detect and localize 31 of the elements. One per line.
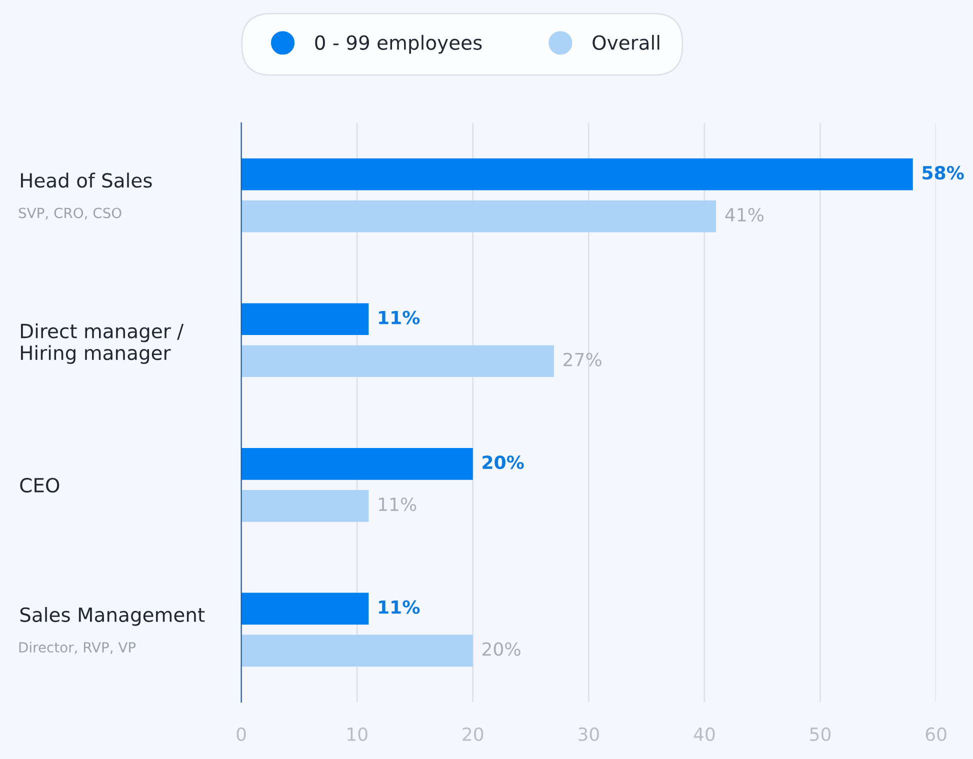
bar	[241, 448, 473, 480]
data-label: 11%	[379, 310, 420, 324]
y-tick-label: Sales Management	[20, 607, 205, 626]
bar	[241, 200, 716, 232]
x-tick-label: 50	[810, 727, 831, 742]
y-tick-label: CEO	[20, 478, 60, 493]
data-label: 20%	[482, 455, 524, 470]
bar	[241, 592, 369, 625]
x-tick-label: 10	[348, 727, 368, 742]
x-tick-label: 60	[926, 727, 946, 742]
data-label: 41%	[725, 208, 764, 222]
data-label: 11%	[378, 497, 416, 512]
data-label: 20%	[482, 642, 520, 656]
bar	[241, 345, 554, 378]
bar	[241, 490, 369, 522]
bar	[241, 634, 473, 667]
data-label: 11%	[379, 600, 420, 614]
text: Director, RVP, VP	[19, 642, 136, 654]
data-label: 58%	[922, 166, 964, 180]
x-tick-label: 30	[578, 727, 599, 742]
legend-label: 0 - 99 employees	[315, 34, 482, 54]
x-tick-label: 0	[236, 727, 246, 742]
y-tick-label: Head of Sales	[20, 172, 152, 188]
legend-label: Overall	[592, 34, 660, 50]
text: SVP, CRO, CSO	[18, 208, 122, 220]
bar	[241, 158, 913, 190]
data-label: 27%	[564, 352, 602, 366]
bar	[241, 303, 369, 336]
x-tick-label: 40	[694, 727, 715, 742]
x-tick-label: 20	[462, 727, 484, 742]
y-tick-label: Direct manager / Hiring manager	[20, 323, 184, 364]
